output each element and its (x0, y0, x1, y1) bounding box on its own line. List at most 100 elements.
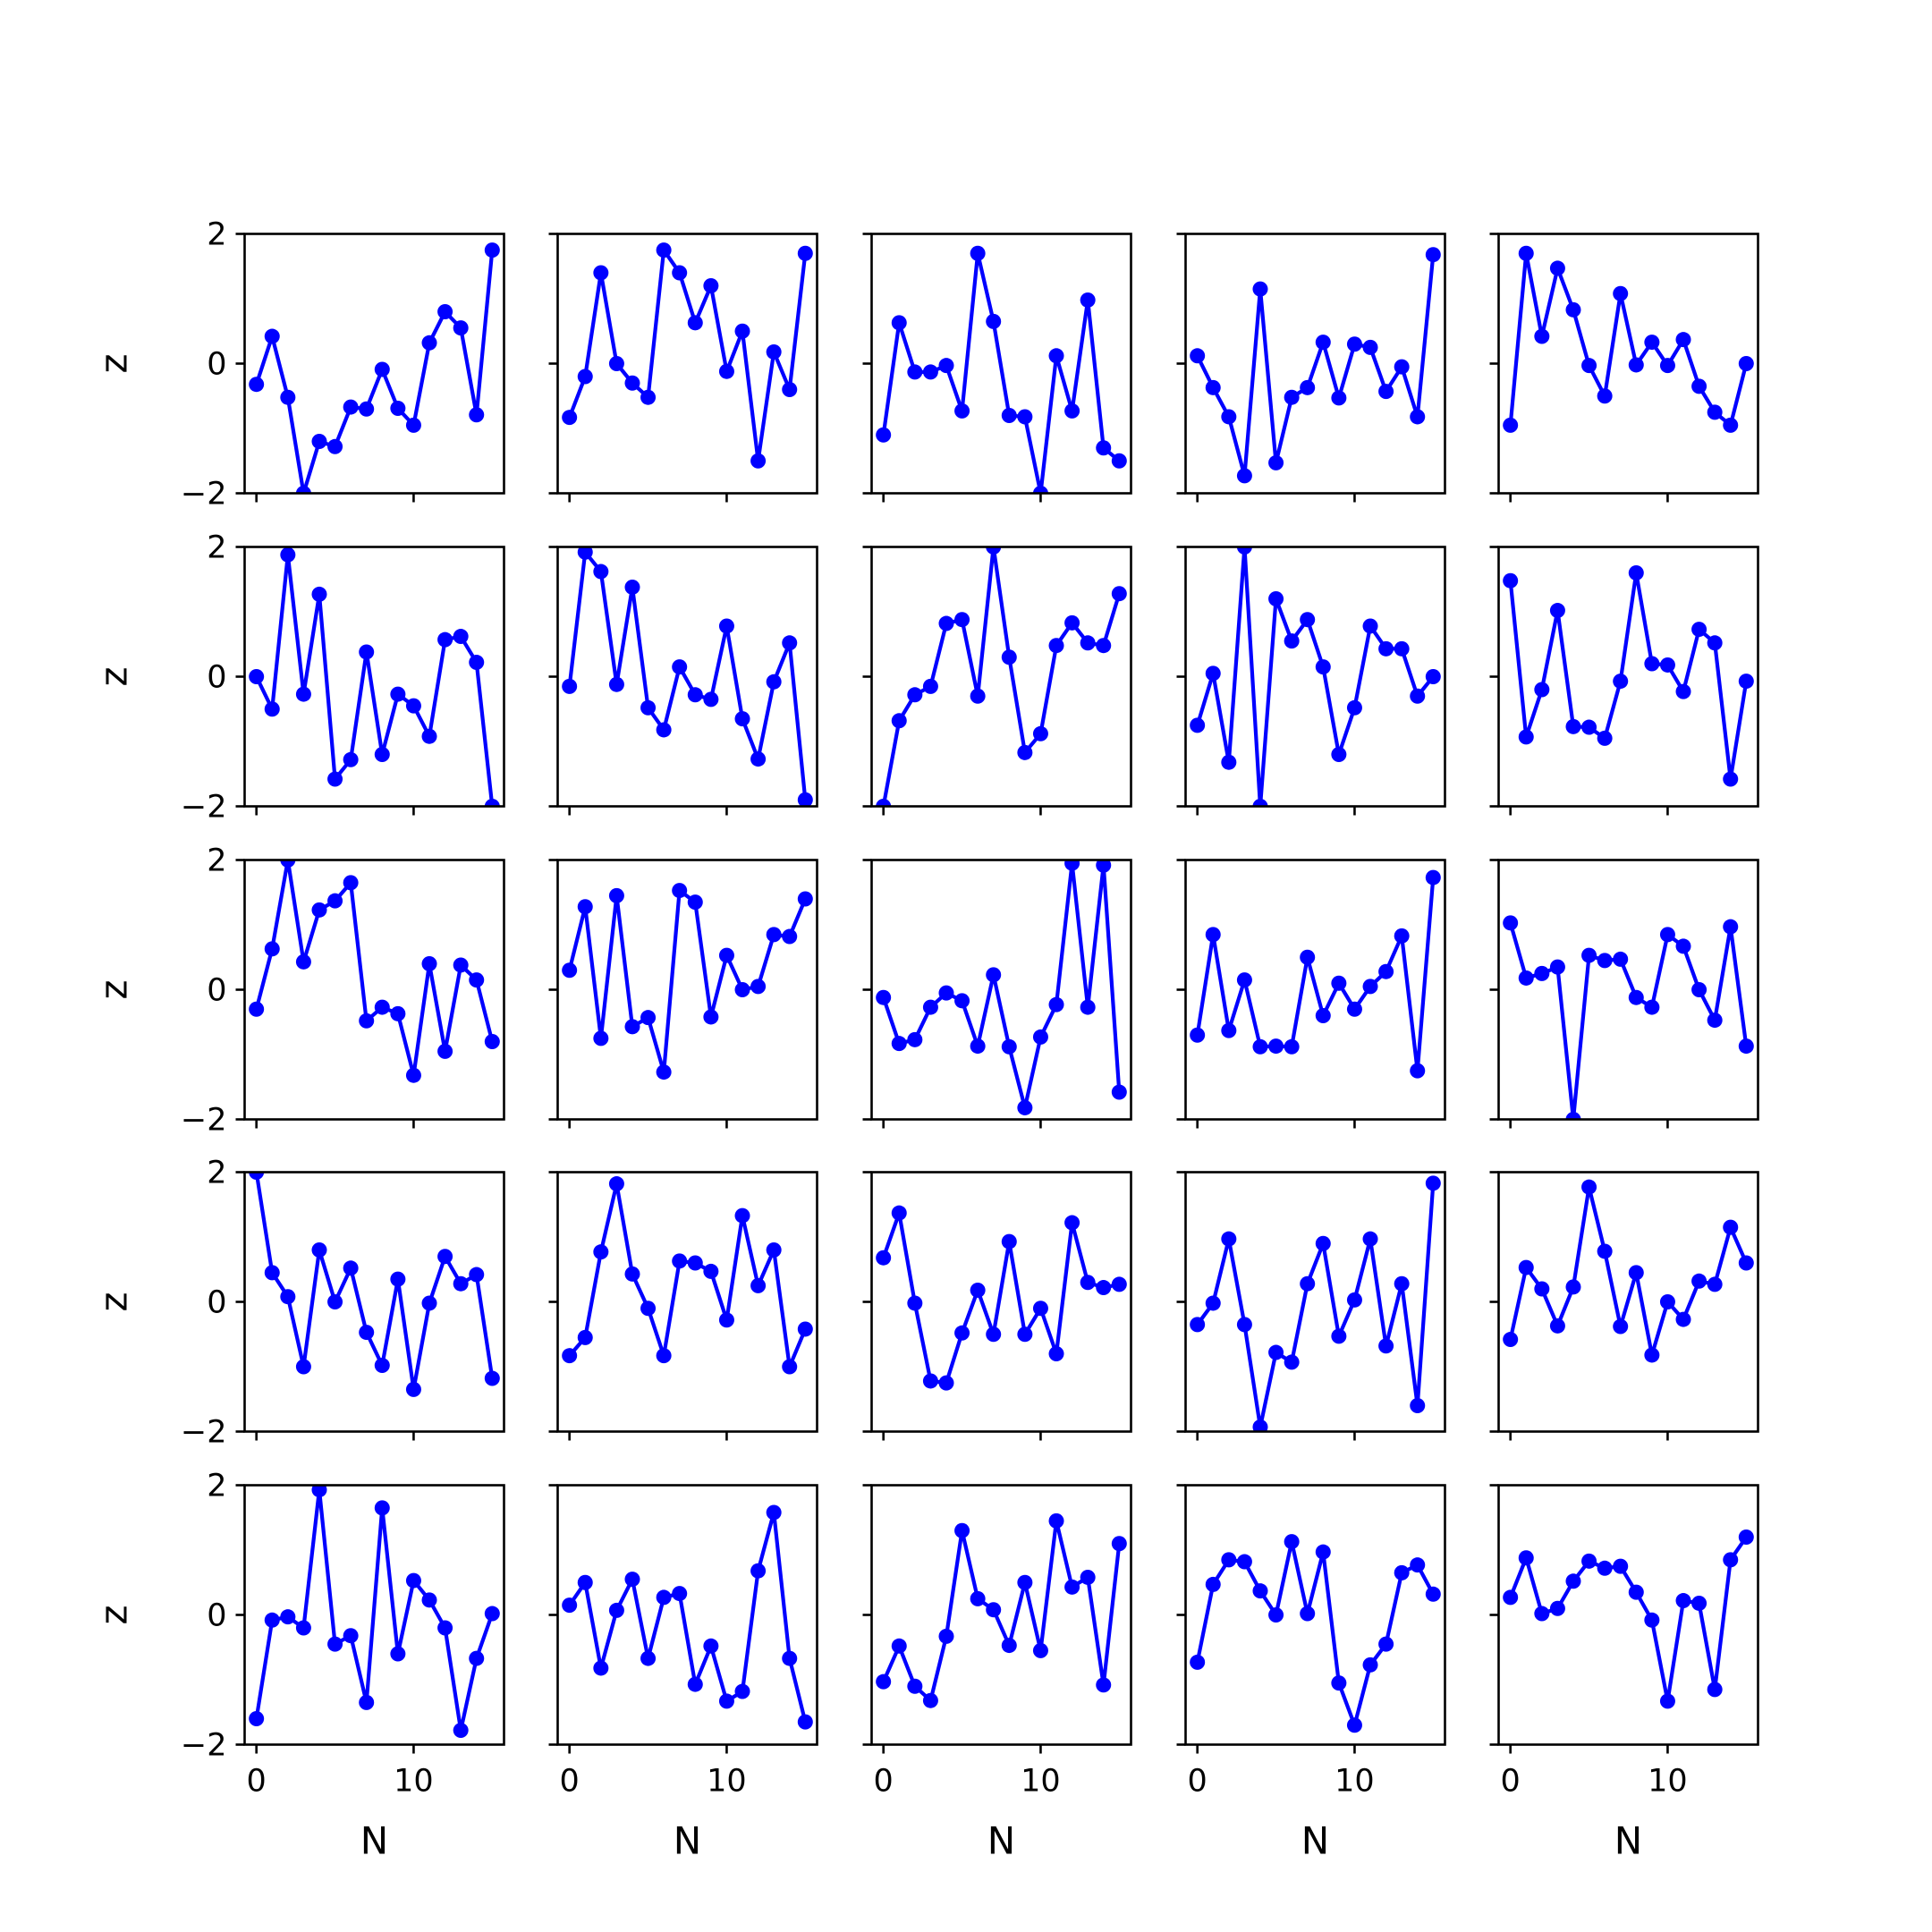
x-tick-label: 0 (874, 1764, 894, 1800)
data-point (734, 323, 750, 339)
data-point (1691, 1595, 1707, 1611)
data-point (1284, 1354, 1300, 1370)
data-point (672, 659, 688, 675)
data-point (577, 1329, 593, 1345)
data-point (782, 635, 798, 651)
subplot-r5-c5: 0 10N (1489, 1484, 1759, 1863)
y-axis-label: z (92, 1605, 136, 1624)
subplot-r1-c1: −2 0 2 z (92, 217, 505, 513)
data-point (1331, 1675, 1347, 1691)
data-point (922, 999, 938, 1015)
data-point (577, 899, 593, 915)
data-point (1394, 359, 1410, 375)
data-point (1565, 1573, 1581, 1589)
data-point (640, 1010, 657, 1026)
data-point (1378, 1338, 1394, 1354)
data-point (1394, 928, 1410, 944)
data-point (359, 1013, 375, 1029)
x-tick-label: 0 (1188, 1764, 1208, 1800)
data-point (718, 1312, 734, 1328)
subplot-r5-c2: 0 10N (548, 1484, 818, 1863)
data-point (327, 1636, 343, 1652)
data-point (1236, 1554, 1252, 1570)
data-point (1410, 409, 1426, 425)
data-point (1675, 332, 1691, 348)
data-point (577, 369, 593, 385)
x-tick-label: 10 (394, 1764, 434, 1800)
data-point (390, 1005, 406, 1021)
data-point (1565, 1279, 1581, 1295)
data-point (624, 1266, 640, 1282)
data-point (1628, 1265, 1644, 1281)
subplot-r4-c4 (1176, 1171, 1446, 1441)
data-point (264, 941, 280, 957)
data-point (1017, 409, 1033, 425)
series-group (249, 1485, 500, 1739)
data-point (703, 691, 719, 708)
data-point (1017, 1326, 1033, 1343)
data-point (750, 453, 767, 469)
y-tick-label: 0 (207, 660, 226, 696)
data-point (1378, 640, 1394, 657)
data-point (891, 713, 907, 729)
data-point (562, 1597, 578, 1614)
series-line (1508, 571, 1749, 782)
series-line (567, 888, 809, 1074)
series-line (881, 1211, 1122, 1385)
data-point (249, 1711, 265, 1726)
data-point (954, 1325, 970, 1341)
data-point (1565, 1112, 1581, 1120)
data-point (1221, 1231, 1237, 1247)
x-tick-label: 0 (247, 1764, 267, 1800)
data-point (1096, 440, 1112, 456)
subplot-r2-c1: −2 0 2 z (92, 530, 505, 826)
data-point (1080, 292, 1096, 308)
data-point (577, 547, 593, 560)
data-point (1236, 468, 1252, 484)
data-point (1032, 725, 1048, 741)
data-point (922, 1692, 938, 1708)
data-point (1205, 665, 1221, 682)
data-point (1675, 938, 1691, 954)
data-point (1394, 1275, 1410, 1292)
data-point (1644, 656, 1660, 672)
data-point (1503, 915, 1519, 931)
data-point (421, 1295, 437, 1311)
series-group (876, 1513, 1127, 1708)
data-point (249, 669, 265, 684)
data-point (1549, 959, 1565, 975)
series-group (876, 1205, 1127, 1391)
data-point (1597, 730, 1613, 746)
data-point (766, 1242, 782, 1258)
data-point (1628, 357, 1644, 373)
data-point (797, 792, 813, 807)
data-point (1331, 390, 1347, 406)
data-point (1628, 989, 1644, 1005)
y-tick-label: 2 (207, 530, 226, 566)
data-point (374, 1500, 390, 1516)
data-point (1111, 1276, 1127, 1292)
data-point (1315, 1235, 1331, 1251)
data-point (1221, 1022, 1237, 1038)
data-point (469, 407, 485, 423)
data-point (734, 711, 750, 727)
data-point (295, 686, 311, 702)
data-point (1738, 1038, 1754, 1055)
data-point (359, 1325, 375, 1341)
data-point (986, 1326, 1002, 1343)
data-point (1425, 247, 1441, 263)
data-point (1723, 919, 1739, 935)
data-point (1017, 744, 1033, 760)
series-group (1190, 547, 1441, 807)
data-point (453, 320, 469, 336)
data-point (390, 1271, 406, 1287)
data-point (1032, 486, 1048, 494)
data-point (1691, 622, 1707, 638)
data-point (938, 1375, 954, 1391)
data-point (405, 1067, 421, 1083)
data-point (311, 586, 327, 602)
series-line (567, 550, 808, 802)
data-point (734, 1683, 750, 1699)
data-point (703, 278, 719, 293)
data-point (1190, 1317, 1206, 1333)
